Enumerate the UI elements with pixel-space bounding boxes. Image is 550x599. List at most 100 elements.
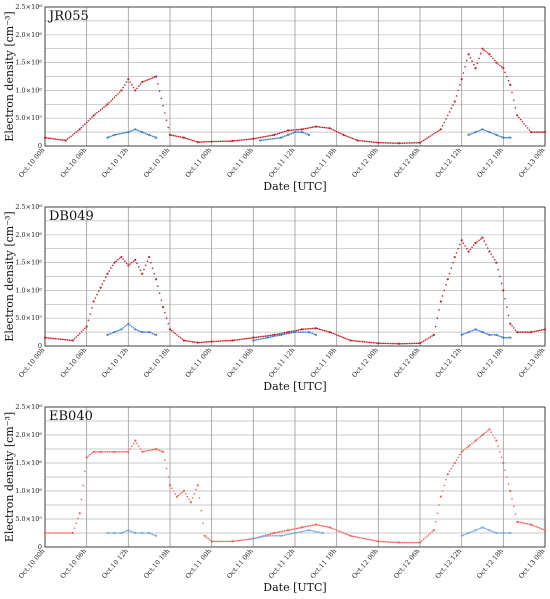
data-dot <box>525 331 527 333</box>
data-dot <box>236 139 239 142</box>
data-point <box>502 461 505 465</box>
data-dot <box>429 135 432 137</box>
data-dot <box>384 342 387 345</box>
data-dot <box>504 336 506 339</box>
data-dot <box>170 487 173 490</box>
data-dot <box>525 522 527 525</box>
data-dot <box>413 342 416 345</box>
data-dot <box>229 339 232 342</box>
data-point <box>446 473 449 476</box>
data-dot <box>410 541 413 544</box>
data-dot <box>151 448 154 451</box>
data-dot <box>521 331 524 333</box>
data-dot <box>507 336 510 339</box>
data-dot <box>78 332 81 335</box>
data-dot <box>243 538 246 541</box>
data-dot <box>526 127 529 129</box>
data-dot <box>504 469 506 471</box>
data-point <box>259 139 262 142</box>
data-dot <box>434 131 437 134</box>
data-dot <box>261 337 263 340</box>
data-dot <box>54 532 57 534</box>
data-dot <box>75 522 78 524</box>
data-point <box>43 531 47 535</box>
x-tick-label: Oct.12 00h <box>350 146 380 179</box>
data-dot <box>304 525 307 528</box>
data-point <box>92 114 95 117</box>
data-dot <box>408 541 411 544</box>
y-tick-label: 2.0×10⁶ <box>15 31 42 39</box>
data-dot <box>452 465 454 467</box>
data-point <box>293 531 297 535</box>
data-dot <box>403 142 406 144</box>
data-dot <box>462 449 465 452</box>
data-dot <box>523 331 525 333</box>
x-tick-label: Oct.10 06h <box>59 547 89 580</box>
data-dot <box>287 533 289 536</box>
data-dot <box>278 137 281 139</box>
data-dot <box>268 533 270 536</box>
data-point <box>530 331 533 334</box>
data-dot <box>282 534 284 537</box>
data-dot <box>84 123 86 125</box>
data-dot <box>70 135 72 138</box>
data-dot <box>308 127 310 129</box>
data-dot <box>334 333 336 335</box>
data-point <box>474 67 477 70</box>
data-dot <box>290 129 293 131</box>
data-dot <box>110 100 112 102</box>
data-point <box>488 250 491 253</box>
data-dot <box>528 331 531 333</box>
data-dot <box>476 329 479 331</box>
data-dot <box>450 267 453 269</box>
data-dot <box>387 342 390 345</box>
data-dot <box>422 139 425 142</box>
data-dot <box>537 329 539 332</box>
data-dot <box>469 248 472 251</box>
data-point <box>509 489 512 493</box>
data-dot <box>51 337 53 340</box>
data-dot <box>295 531 298 534</box>
data-point <box>252 537 255 540</box>
data-dot <box>285 331 288 334</box>
data-point <box>495 333 498 336</box>
data-dot <box>238 139 241 142</box>
data-dot <box>163 459 166 462</box>
data-dot <box>148 449 150 452</box>
data-dot <box>96 451 98 453</box>
data-dot <box>538 131 541 133</box>
data-dot <box>131 445 133 448</box>
series-2 <box>106 526 512 540</box>
data-dot <box>70 532 72 534</box>
data-dot <box>203 141 206 143</box>
data-dot <box>476 528 479 531</box>
data-dot <box>202 341 204 344</box>
data-dot <box>327 127 329 129</box>
data-dot <box>242 539 244 541</box>
data-dot <box>82 329 84 331</box>
data-dot <box>382 540 385 543</box>
data-dot <box>394 541 397 544</box>
data-point <box>432 333 435 336</box>
data-dot <box>146 532 149 534</box>
data-dot <box>288 129 291 132</box>
data-dot <box>323 329 326 332</box>
x-tick-label: Oct.10 00h <box>17 146 47 179</box>
data-point <box>349 534 352 537</box>
data-dot <box>351 535 354 537</box>
data-point <box>71 531 74 535</box>
data-point <box>502 289 505 292</box>
data-dot <box>464 448 466 450</box>
data-dot <box>346 338 348 340</box>
data-dot <box>153 333 156 335</box>
data-dot <box>51 137 53 140</box>
data-point <box>134 258 137 261</box>
data-dot <box>497 63 499 65</box>
data-dot <box>337 530 340 532</box>
data-dot <box>151 533 154 536</box>
data-point <box>155 333 158 336</box>
data-dot <box>146 79 149 81</box>
data-dot <box>292 528 295 530</box>
data-dot <box>485 528 487 530</box>
data-dot <box>275 133 277 136</box>
